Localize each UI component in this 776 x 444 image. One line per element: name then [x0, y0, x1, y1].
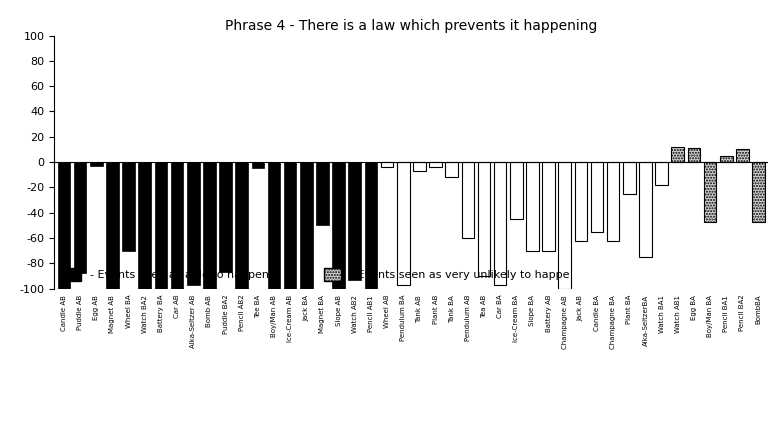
Bar [413, 162, 426, 171]
Bar [220, 162, 232, 272]
Bar [752, 162, 765, 222]
Bar [300, 162, 313, 289]
Bar [639, 162, 652, 257]
Bar [736, 149, 749, 162]
Bar [106, 162, 119, 289]
Bar [688, 148, 700, 162]
Bar [445, 162, 458, 177]
Bar [57, 162, 71, 289]
Bar [316, 162, 329, 226]
Bar [574, 162, 587, 241]
Bar [251, 162, 264, 168]
Bar [381, 162, 393, 167]
Bar [478, 162, 490, 276]
Bar [559, 162, 571, 289]
Bar [510, 162, 522, 219]
Bar [526, 162, 539, 250]
Bar [154, 162, 167, 289]
Bar [623, 162, 636, 194]
Bar [138, 162, 151, 289]
Bar [123, 162, 135, 250]
Bar [591, 162, 603, 232]
Bar [90, 162, 102, 166]
Bar [284, 162, 296, 289]
Bar [365, 162, 377, 289]
Bar [542, 162, 555, 250]
Bar [268, 162, 280, 289]
Bar [671, 147, 684, 162]
Bar [607, 162, 619, 241]
Title: Phrase 4 - There is a law which prevents it happening: Phrase 4 - There is a law which prevents… [225, 19, 598, 33]
Bar [720, 156, 733, 162]
Bar [235, 162, 248, 289]
Bar [74, 162, 86, 274]
Bar [171, 162, 183, 289]
Bar [348, 162, 361, 280]
Bar [494, 162, 507, 285]
Bar [397, 162, 410, 285]
Bar [704, 162, 716, 222]
Bar [187, 162, 199, 285]
Bar [656, 162, 668, 185]
Legend: - Events seen as able to happen, - Events seen as very unlikely to happe: - Events seen as able to happen, - Event… [60, 263, 574, 285]
Bar [203, 162, 216, 289]
Bar [462, 162, 474, 238]
Bar [332, 162, 345, 289]
Bar [429, 162, 442, 167]
